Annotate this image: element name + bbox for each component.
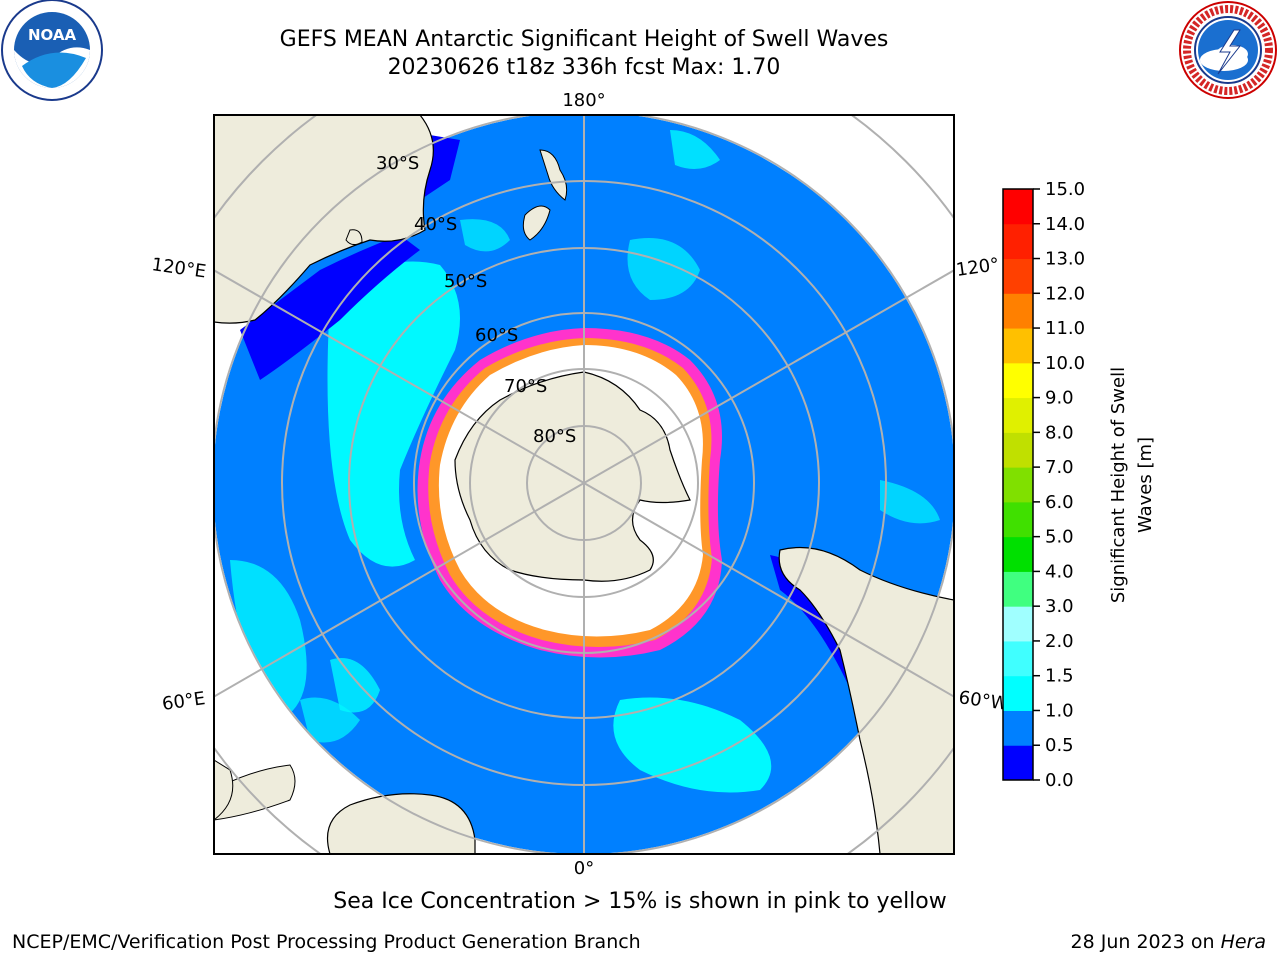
machine-name: Hera xyxy=(1220,931,1266,953)
swell-patches xyxy=(230,130,940,793)
map-title: GEFS MEAN Antarctic Significant Height o… xyxy=(279,27,889,52)
lon-label-60w: 60°W xyxy=(957,687,1009,715)
colorbar-bin xyxy=(1003,675,1033,711)
map-subtitle: 20230626 t18z 336h fcst Max: 1.70 xyxy=(387,55,781,80)
date-note: 28 Jun 2023 on Hera xyxy=(1071,931,1267,953)
colorbar-tick-label: 0.0 xyxy=(1045,770,1074,791)
colorbar-tick-label: 9.0 xyxy=(1045,388,1074,409)
colorbar-border xyxy=(1002,188,1034,781)
colorbar-bin xyxy=(1003,223,1033,260)
south-america-land xyxy=(778,546,954,854)
colorbar-bin xyxy=(1003,710,1033,746)
lon-label-120w: 120° xyxy=(955,254,1001,281)
lon-label-120e: 120°E xyxy=(150,254,207,282)
colorbar-tick-label: 12.0 xyxy=(1045,283,1085,304)
colorbar-bin xyxy=(1003,640,1033,677)
colorbar-tick-label: 1.5 xyxy=(1045,666,1074,687)
colorbar-bin xyxy=(1003,397,1033,433)
colorbar-tick-label: 15.0 xyxy=(1045,179,1085,200)
colorbar-tick-label: 1.0 xyxy=(1045,700,1074,721)
colorbar-tick-label: 0.5 xyxy=(1045,735,1074,756)
australia-land xyxy=(214,115,434,324)
noaa-logo: NOAA xyxy=(1,0,103,101)
lat-label-50s: 50°S xyxy=(444,271,487,292)
lon-label-60e: 60°E xyxy=(161,688,207,715)
colorbar-tick-label: 5.0 xyxy=(1045,527,1074,548)
tasmania-land xyxy=(345,229,363,246)
credit-text: NCEP/EMC/Verification Post Processing Pr… xyxy=(12,931,641,953)
colorbar-label-line1: Significant Height of Swell xyxy=(1108,367,1129,603)
meridians xyxy=(214,115,954,854)
lat-label-60s: 60°S xyxy=(475,325,518,346)
colorbar-tick-label: 8.0 xyxy=(1045,422,1074,443)
colorbar-tick-label: 13.0 xyxy=(1045,249,1085,270)
colorbar-label-line2: Waves [m] xyxy=(1135,437,1156,533)
colorbar-bin xyxy=(1003,745,1033,781)
colorbar-bin xyxy=(1003,536,1033,572)
colorbar-bin xyxy=(1003,467,1033,503)
colorbar-tick-label: 6.0 xyxy=(1045,492,1074,513)
sea-ice-note: Sea Ice Concentration > 15% is shown in … xyxy=(333,889,947,914)
map-frame-border xyxy=(213,114,955,855)
colorbar: 0.0 0.5 1.0 1.5 2.0 3.0 4.0 5.0 6.0 7.0 8.0 9.0 10.0… xyxy=(1002,179,1085,791)
colorbar-bin xyxy=(1003,328,1033,364)
colorbar-tick-label: 2.0 xyxy=(1045,631,1074,652)
colorbar-bin xyxy=(1003,258,1033,294)
colorbar-tick-label: 10.0 xyxy=(1045,353,1085,374)
noaa-logo-text: NOAA xyxy=(28,26,77,44)
colorbar-bin xyxy=(1003,189,1033,225)
colorbar-tick-label: 3.0 xyxy=(1045,596,1074,617)
lat-label-80s: 80°S xyxy=(533,426,576,447)
colorbar-bin xyxy=(1003,432,1033,468)
lon-label-0: 0° xyxy=(574,858,594,879)
lat-label-70s: 70°S xyxy=(504,376,547,397)
colorbar-bin xyxy=(1003,501,1033,538)
colorbar-bin xyxy=(1003,571,1033,607)
colorbar-tick-label: 11.0 xyxy=(1045,318,1085,339)
colorbar-tick-label: 7.0 xyxy=(1045,457,1074,478)
new-zealand-land xyxy=(539,149,568,201)
madagascar-land xyxy=(214,764,296,821)
lat-label-40s: 40°S xyxy=(414,214,457,235)
colorbar-bin xyxy=(1003,362,1033,399)
colorbar-tick-label: 4.0 xyxy=(1045,561,1074,582)
africa-land xyxy=(326,793,476,854)
new-zealand-south-land xyxy=(522,205,551,241)
colorbar-bin xyxy=(1003,606,1033,642)
colorbar-bin xyxy=(1003,293,1033,329)
nws-logo xyxy=(1179,1,1277,99)
lat-label-30s: 30°S xyxy=(376,153,419,174)
date-text: 28 Jun 2023 on xyxy=(1070,931,1215,953)
lon-label-180: 180° xyxy=(562,90,605,111)
colorbar-tick-label: 14.0 xyxy=(1045,214,1085,235)
